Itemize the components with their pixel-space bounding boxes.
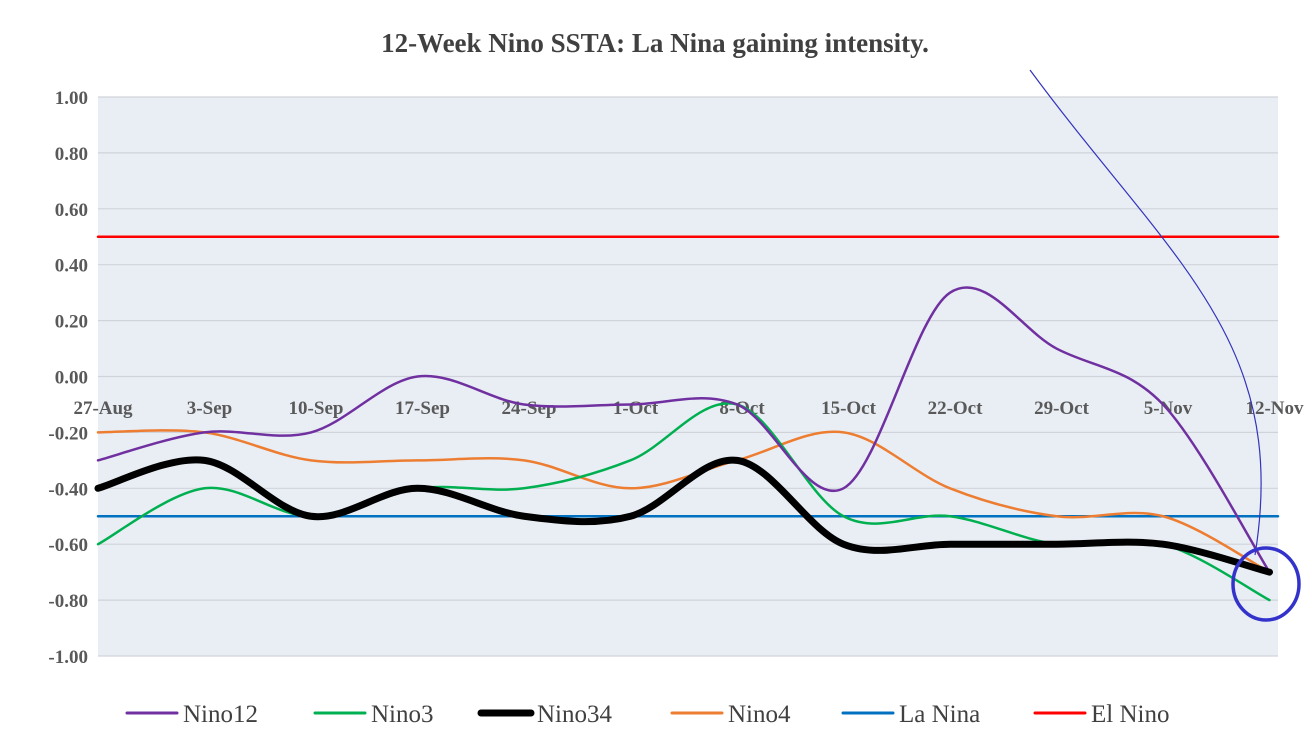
legend-label: Nino34 [537, 701, 613, 728]
x-tick-label: 3-Sep [187, 398, 232, 419]
x-tick-label: 1-Oct [613, 398, 659, 419]
legend-label: El Nino [1091, 701, 1169, 728]
x-tick-label: 27-Aug [73, 398, 133, 419]
legend-label: Nino3 [371, 701, 434, 728]
x-tick-label: 17-Sep [395, 398, 450, 419]
series-line-nino12 [96, 286, 1271, 574]
annotation [1029, 69, 1301, 622]
legend-item: Nino4 [670, 701, 791, 728]
legend-item: Nino34 [477, 701, 613, 728]
series-line-nino34 [94, 456, 1273, 576]
legend-item: El Nino [1033, 701, 1169, 728]
x-tick-label: 15-Oct [821, 398, 877, 419]
x-tick-label: 29-Oct [1034, 398, 1090, 419]
legend-label: Nino12 [183, 701, 258, 728]
y-tick-label: -0.80 [48, 591, 88, 612]
chart-title: 12-Week Nino SSTA: La Nina gaining inten… [381, 28, 929, 58]
x-tick-label: 12-Nov [1245, 398, 1304, 419]
annotation-circle [1231, 546, 1301, 622]
y-tick-label: 0.60 [55, 200, 88, 221]
y-tick-label: -0.20 [48, 423, 88, 444]
y-tick-label: 0.40 [55, 256, 88, 277]
y-tick-label: -0.60 [48, 535, 88, 556]
y-tick-label: 0.80 [55, 144, 88, 165]
annotation-arrow [1029, 69, 1262, 556]
y-tick-label: 0.00 [55, 368, 88, 389]
x-tick-label: 22-Oct [928, 398, 984, 419]
y-tick-label: -0.40 [48, 479, 88, 500]
y-tick-label: -1.00 [48, 647, 88, 668]
legend-item: Nino12 [125, 701, 258, 728]
x-tick-label: 10-Sep [289, 398, 344, 419]
legend-item: La Nina [841, 701, 980, 728]
y-tick-label: 0.20 [55, 312, 88, 333]
legend-item: Nino3 [313, 701, 434, 728]
legend-label: La Nina [899, 701, 980, 728]
y-tick-label: 1.00 [55, 88, 88, 109]
legend-label: Nino4 [728, 701, 791, 728]
